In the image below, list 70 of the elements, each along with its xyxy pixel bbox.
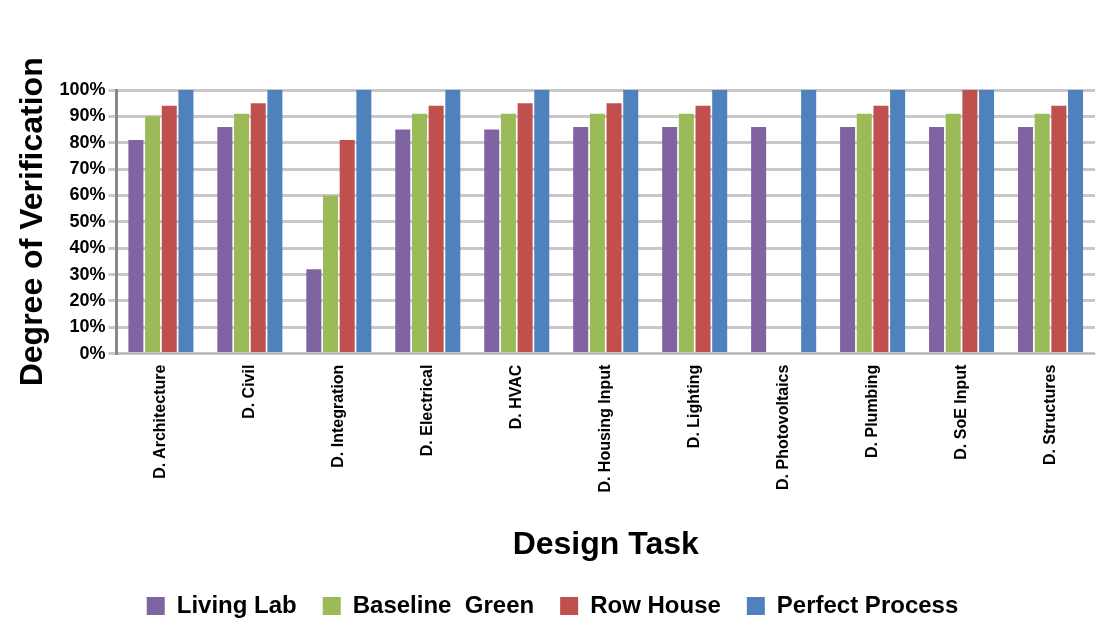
x-tick-label: D. Lighting (685, 364, 703, 449)
bar (534, 90, 550, 353)
legend-label: Perfect Process (776, 590, 959, 618)
bar (751, 126, 767, 353)
bar (945, 113, 961, 353)
y-tick-label: 10% (69, 316, 106, 337)
bar (890, 90, 906, 353)
x-tick-label: D. Structures (1040, 364, 1058, 466)
bar (856, 113, 872, 353)
bar (395, 129, 411, 353)
bar (929, 126, 945, 353)
x-tick-label: D. Photovoltaics (774, 364, 792, 490)
bar (428, 105, 444, 353)
y-tick-label: 50% (69, 210, 106, 231)
y-tick-label: 80% (69, 131, 106, 152)
y-axis-title: Degree of Verification (13, 57, 50, 387)
bar (695, 105, 711, 353)
bar (678, 113, 694, 353)
bar (1034, 113, 1050, 353)
bar (1068, 90, 1084, 353)
bar (979, 90, 995, 353)
bar (712, 90, 728, 353)
x-tick-label: D. Plumbing (863, 364, 881, 458)
bar (662, 126, 678, 353)
bar (217, 126, 233, 353)
x-tick-label: D. Civil (240, 364, 258, 419)
bar (356, 90, 372, 353)
y-tick-label: 20% (69, 289, 106, 310)
bar (234, 113, 250, 353)
bar (178, 90, 194, 353)
bar (145, 116, 161, 353)
y-tick-label: 0% (79, 342, 106, 363)
y-tick-label: 90% (69, 105, 106, 126)
bar (161, 105, 177, 353)
bar (623, 90, 639, 353)
x-tick-label: D. HVAC (507, 364, 525, 430)
legend-label: Baseline Green (352, 590, 535, 618)
x-tick-label: D. Housing Input (596, 363, 614, 493)
x-tick-label: D. Architecture (151, 364, 169, 479)
y-tick-label: 30% (69, 263, 106, 284)
bar (445, 90, 461, 353)
bar (306, 269, 322, 353)
bar (589, 113, 605, 353)
x-tick-label: D. SoE Input (951, 363, 969, 460)
y-tick-label: 40% (69, 237, 106, 258)
bar (322, 195, 338, 353)
bar (500, 113, 516, 353)
bar (573, 126, 589, 353)
bar (1017, 126, 1034, 353)
bar (962, 90, 978, 353)
x-axis-title: Design Task (512, 524, 699, 561)
y-tick-label: 100% (59, 78, 106, 99)
x-tick-label: D. Integration (329, 364, 347, 468)
bar (128, 140, 144, 353)
bar (606, 103, 622, 353)
bar (1051, 105, 1067, 353)
bar (250, 103, 266, 353)
bar (484, 129, 500, 353)
bar (873, 105, 889, 353)
x-tick-label: D. Electrical (418, 364, 436, 457)
y-tick-label: 60% (69, 184, 106, 205)
y-tick-label: 70% (69, 158, 106, 179)
bar (801, 90, 817, 353)
bar (840, 126, 856, 353)
bar (267, 90, 283, 353)
legend-label: Row House (590, 590, 721, 618)
bar (339, 140, 355, 353)
bar (517, 103, 533, 353)
legend-label: Living Lab (176, 590, 297, 618)
bar (411, 113, 427, 353)
